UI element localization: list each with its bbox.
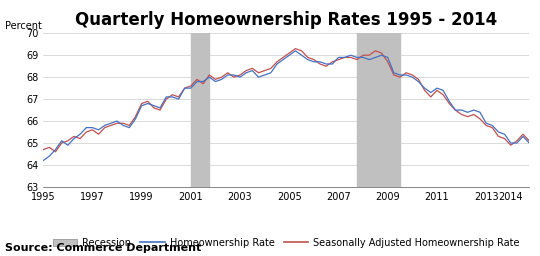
- Text: Percent: Percent: [5, 21, 42, 31]
- Legend: Recession, Homeownership Rate, Seasonally Adjusted Homeownership Rate: Recession, Homeownership Rate, Seasonall…: [52, 238, 520, 248]
- Title: Quarterly Homeownership Rates 1995 - 2014: Quarterly Homeownership Rates 1995 - 201…: [75, 11, 497, 29]
- Text: Source: Commerce Department: Source: Commerce Department: [5, 243, 201, 253]
- Bar: [191, 33, 210, 187]
- Bar: [357, 33, 400, 187]
